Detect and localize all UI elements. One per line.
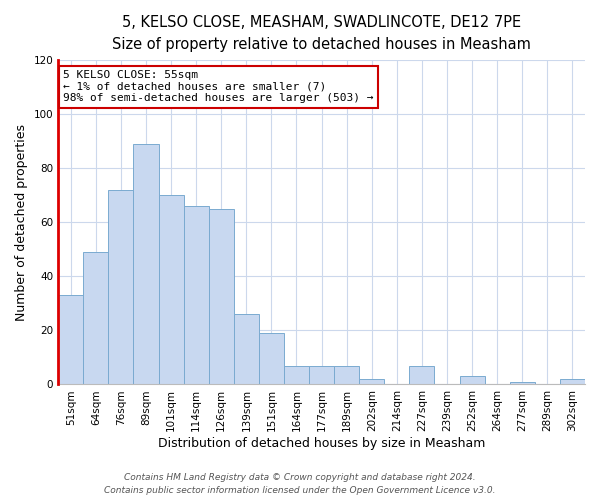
Bar bbox=[58, 296, 83, 384]
Bar bbox=[234, 314, 259, 384]
Bar bbox=[510, 382, 535, 384]
Bar bbox=[259, 333, 284, 384]
X-axis label: Distribution of detached houses by size in Measham: Distribution of detached houses by size … bbox=[158, 437, 485, 450]
Bar bbox=[83, 252, 109, 384]
Bar bbox=[309, 366, 334, 384]
Bar bbox=[334, 366, 359, 384]
Text: 5 KELSO CLOSE: 55sqm
← 1% of detached houses are smaller (7)
98% of semi-detache: 5 KELSO CLOSE: 55sqm ← 1% of detached ho… bbox=[64, 70, 374, 103]
Title: 5, KELSO CLOSE, MEASHAM, SWADLINCOTE, DE12 7PE
Size of property relative to deta: 5, KELSO CLOSE, MEASHAM, SWADLINCOTE, DE… bbox=[112, 15, 531, 52]
Bar bbox=[184, 206, 209, 384]
Text: Contains HM Land Registry data © Crown copyright and database right 2024.
Contai: Contains HM Land Registry data © Crown c… bbox=[104, 474, 496, 495]
Bar bbox=[359, 379, 385, 384]
Bar bbox=[284, 366, 309, 384]
Bar bbox=[109, 190, 133, 384]
Bar bbox=[460, 376, 485, 384]
Bar bbox=[158, 196, 184, 384]
Bar bbox=[133, 144, 158, 384]
Y-axis label: Number of detached properties: Number of detached properties bbox=[15, 124, 28, 321]
Bar bbox=[560, 379, 585, 384]
Bar bbox=[409, 366, 434, 384]
Bar bbox=[209, 209, 234, 384]
